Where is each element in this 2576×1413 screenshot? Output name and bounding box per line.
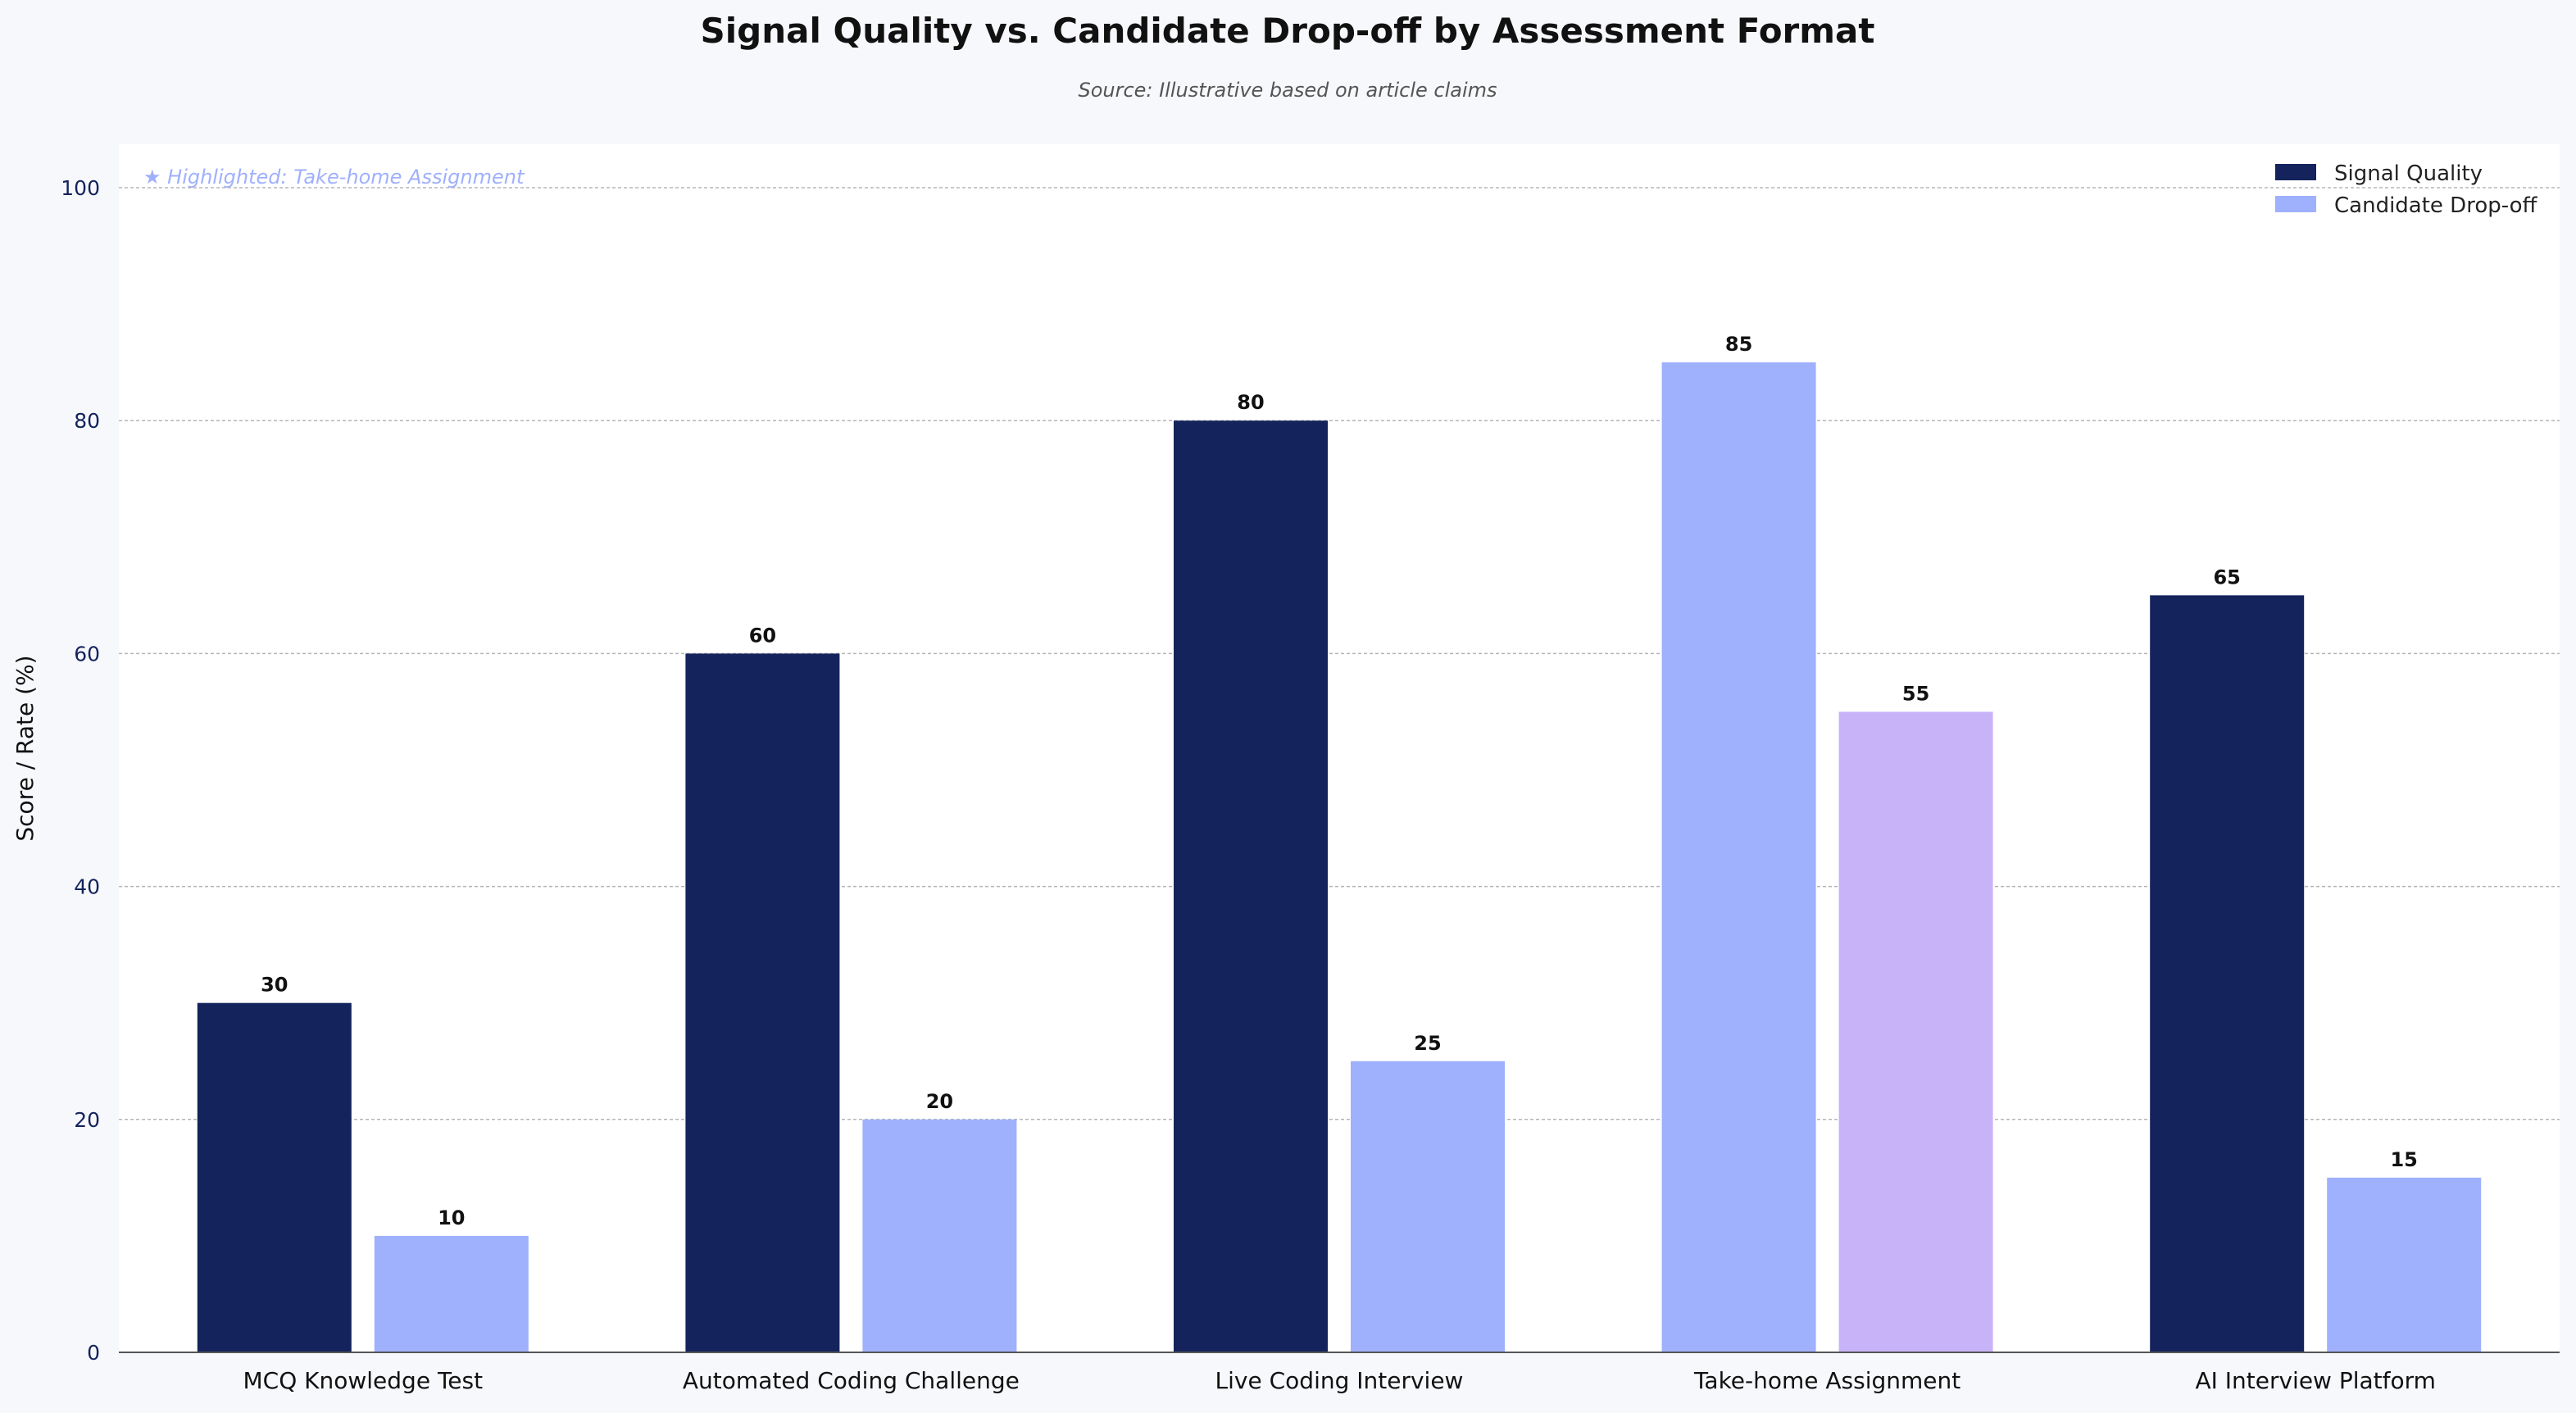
highlight-annotation: ★ Highlighted: Take-home Assignment bbox=[143, 166, 525, 189]
data-label: 20 bbox=[926, 1090, 953, 1113]
x-tick-label: Automated Coding Challenge bbox=[683, 1367, 1020, 1394]
bar-signal-quality-live-coding-interview bbox=[1174, 420, 1328, 1353]
data-label: 15 bbox=[2390, 1148, 2417, 1171]
y-tick-label: 40 bbox=[74, 875, 100, 899]
data-label: 85 bbox=[1725, 333, 1752, 356]
y-tick-label: 100 bbox=[61, 176, 100, 200]
data-label: 30 bbox=[261, 974, 288, 997]
data-label: 55 bbox=[1902, 682, 1929, 705]
bar-candidate-drop-off-ai-interview-platform bbox=[2327, 1177, 2482, 1352]
label-layer: 30 10 60 20 80 25 85 55 65 15 bbox=[261, 333, 2418, 1229]
y-tick-label: 60 bbox=[74, 642, 100, 666]
legend-label-candidate-drop-off: Candidate Drop-off bbox=[2334, 193, 2538, 218]
data-label: 60 bbox=[749, 624, 776, 647]
bar-candidate-drop-off-live-coding-interview bbox=[1351, 1061, 1505, 1352]
data-label: 80 bbox=[1237, 391, 1264, 414]
bar-candidate-drop-off-mcq-knowledge-test bbox=[374, 1235, 529, 1352]
y-tick-label: 20 bbox=[74, 1108, 100, 1132]
legend-swatch-signal-quality bbox=[2275, 164, 2316, 180]
bar-signal-quality-ai-interview-platform bbox=[2150, 595, 2305, 1352]
bar-candidate-drop-off-take-home-assignment bbox=[1838, 711, 1993, 1352]
x-tick-label: Live Coding Interview bbox=[1215, 1367, 1464, 1394]
data-label: 65 bbox=[2213, 566, 2240, 588]
legend: Signal Quality Candidate Drop-off bbox=[2275, 161, 2538, 218]
chart-subtitle: Source: Illustrative based on article cl… bbox=[1078, 79, 1497, 102]
y-tick-label: 80 bbox=[74, 409, 100, 433]
y-tick-label: 0 bbox=[87, 1341, 100, 1365]
x-tick-label: AI Interview Platform bbox=[2195, 1367, 2436, 1394]
chart-title: Signal Quality vs. Candidate Drop-off by… bbox=[701, 11, 1875, 51]
legend-swatch-candidate-drop-off bbox=[2275, 196, 2316, 212]
axis-layer: 0 20 40 60 80 100 MCQ Knowledge Test Automated … bbox=[61, 176, 2560, 1394]
y-axis-label: Score / Rate (%) bbox=[11, 655, 39, 841]
bar-layer bbox=[197, 362, 2482, 1353]
bar-signal-quality-automated-coding-challenge bbox=[685, 653, 840, 1352]
bar-candidate-drop-off-automated-coding-challenge bbox=[862, 1119, 1017, 1352]
bar-signal-quality-take-home-assignment bbox=[1661, 362, 1816, 1352]
data-label: 10 bbox=[438, 1206, 465, 1229]
data-label: 25 bbox=[1414, 1032, 1441, 1055]
x-tick-label: MCQ Knowledge Test bbox=[243, 1367, 483, 1394]
bar-signal-quality-mcq-knowledge-test bbox=[197, 1002, 352, 1352]
legend-label-signal-quality: Signal Quality bbox=[2334, 161, 2483, 186]
x-tick-label: Take-home Assignment bbox=[1693, 1367, 1960, 1394]
